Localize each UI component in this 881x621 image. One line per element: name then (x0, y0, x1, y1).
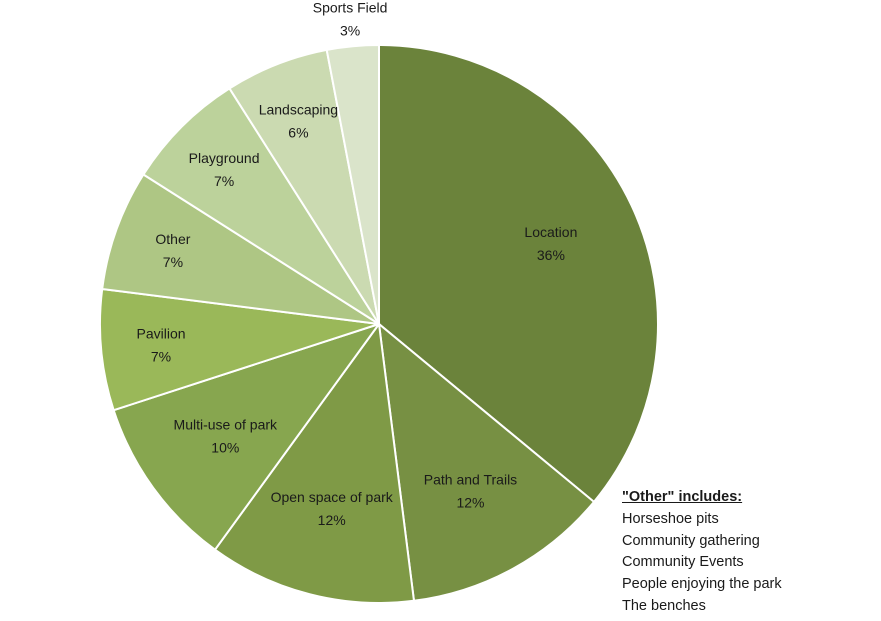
pie-label-name: Multi-use of park (174, 417, 278, 433)
pie-label-group: Playground 7% (189, 150, 260, 189)
pie-slice-multi-use-of-park (112, 323, 380, 551)
pie-label-value: 7% (163, 254, 183, 270)
pie-slice-path-and-trails (378, 323, 595, 602)
pie-label-group: Location 36% (524, 224, 577, 263)
pie-slices (99, 44, 659, 604)
pie-label-name: Open space of park (271, 489, 394, 505)
other-includes-item: Community gathering (622, 532, 760, 549)
pie-slice-open-space-of-park (214, 323, 415, 604)
pie-label-name: Playground (189, 150, 260, 166)
pie-label-group: Sports Field 3% (313, 0, 388, 38)
pie-label-group: Multi-use of park 10% (174, 417, 278, 456)
pie-label-value: 10% (211, 440, 239, 456)
pie-label-group: Landscaping 6% (259, 101, 338, 140)
pie-label-name: Other (155, 231, 190, 247)
other-includes-note: "Other" includes: Horseshoe pits Communi… (622, 487, 872, 618)
pie-label-value: 12% (318, 512, 346, 528)
pie-label-group: Pavilion 7% (136, 326, 185, 365)
pie-label-value: 7% (151, 349, 171, 365)
pie-slice-sports-field (325, 44, 380, 325)
pie-label-value: 36% (537, 247, 565, 263)
pie-label-name: Pavilion (136, 326, 185, 342)
other-includes-item: The benches (622, 597, 706, 614)
pie-slice-playground (142, 87, 380, 325)
pie-label-name: Path and Trails (424, 472, 517, 488)
other-includes-item: Community Events (622, 554, 744, 571)
pie-label-value: 3% (340, 22, 360, 38)
pie-label-name: Location (524, 224, 577, 240)
pie-label-value: 6% (288, 124, 308, 140)
pie-label-group: Other 7% (155, 231, 190, 270)
pie-label-name: Landscaping (259, 101, 338, 117)
pie-slice-pavilion (99, 288, 380, 412)
pie-label-name: Sports Field (313, 0, 388, 15)
pie-label-group: Path and Trails 12% (424, 472, 517, 511)
pie-slice-other (101, 173, 380, 325)
pie-label-value: 7% (214, 173, 234, 189)
pie-label-group: Open space of park 12% (271, 489, 394, 528)
pie-slice-location (378, 44, 659, 503)
other-includes-title: "Other" includes: (622, 489, 743, 505)
pie-label-value: 12% (456, 495, 484, 511)
other-includes-item: Horseshoe pits (622, 510, 719, 527)
other-includes-item: People enjoying the park (622, 576, 782, 593)
other-includes-list: Horseshoe pits Community gathering Commu… (622, 509, 872, 618)
